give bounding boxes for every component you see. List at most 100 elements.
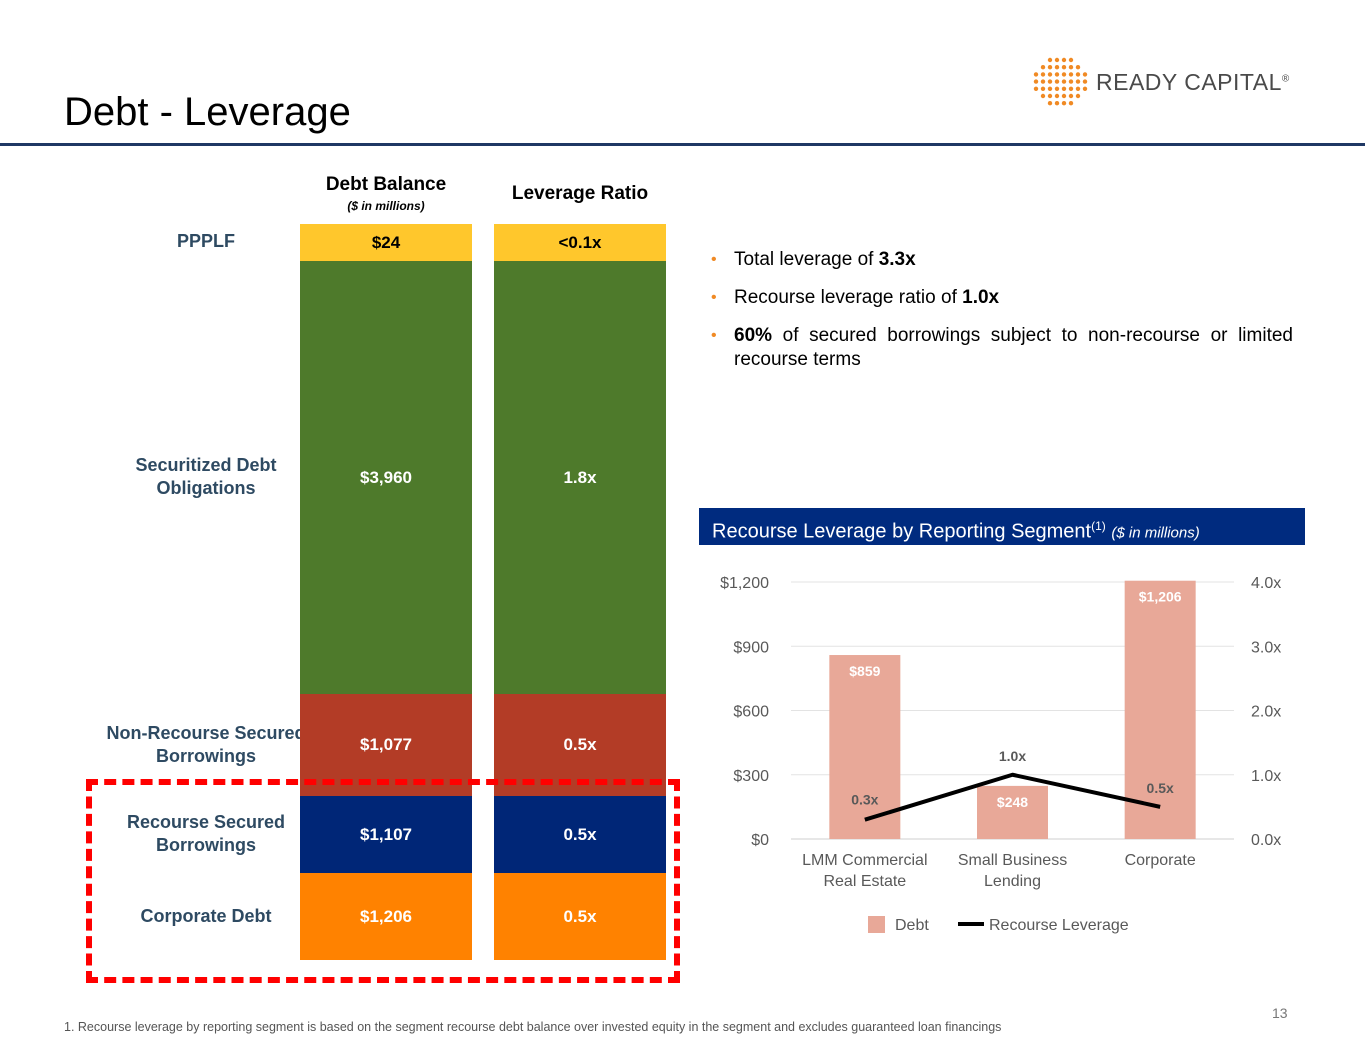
balance-value: $24: [371, 232, 401, 252]
ratio-value: <0.1x: [558, 232, 602, 252]
bullet-recourse-leverage: • Recourse leverage ratio of 1.0x: [711, 287, 1000, 308]
logo-dot: [1033, 72, 1039, 77]
debt-balance-title: Debt Balance: [325, 174, 447, 195]
x-tick-label: Small Business Lending: [958, 852, 1067, 890]
bullet-dot-icon: •: [711, 251, 717, 268]
legend-debt-swatch: [868, 916, 885, 933]
balance-value: $1,107: [360, 824, 412, 844]
y-right-tick-label: 3.0x: [1251, 639, 1281, 656]
recourse-highlight-box: [86, 779, 680, 983]
row-label-ppplf: PPPLF: [176, 231, 235, 251]
bullet-dot-icon: •: [711, 327, 717, 344]
ratio-segment-securitized: 1.8x: [494, 261, 666, 694]
balance-segment-ppplf: $24: [300, 224, 472, 261]
logo-dot: [1061, 101, 1067, 106]
row-label-securitized-debt: Securitized Debt Obligations: [135, 455, 277, 498]
bullet-dot-icon: •: [711, 289, 717, 306]
debt-bar: [829, 655, 901, 839]
recourse-leverage-line: [864, 772, 1161, 822]
logo-dot: [1068, 72, 1074, 77]
page-title: Debt - Leverage: [64, 90, 351, 134]
page-number: 13: [1272, 1005, 1288, 1021]
row-label-non-recourse: Non-Recourse Secured Borrowings: [106, 723, 306, 766]
legend-debt-label: Debt: [895, 917, 929, 934]
bullet-secured-borrowings: • 60% of secured borrowings subject to no…: [711, 325, 1293, 370]
logo-dot: [1033, 86, 1039, 91]
logo-dot: [1082, 72, 1088, 77]
ratio-segment-corporate: 0.5x: [494, 873, 666, 960]
ready-capital-logo: READY CAPITAL®: [1030, 55, 1320, 111]
ratio-segment-ppplf: <0.1x: [494, 224, 666, 261]
ratio-value: 0.5x: [563, 906, 597, 926]
logo-dot: [1040, 72, 1046, 77]
logo-dot: [1075, 72, 1081, 77]
logo-dot: [1047, 79, 1053, 84]
y-right-tick-label: 1.0x: [1251, 768, 1281, 785]
leverage-point-label: 0.5x: [1147, 780, 1174, 796]
logo-dot: [1054, 72, 1060, 77]
logo-dot: [1040, 86, 1046, 91]
balance-segment-corporate: $1,206: [300, 873, 472, 960]
y-left-tick-label: $1,200: [720, 575, 769, 592]
logo-dot: [1061, 86, 1067, 91]
y-left-tick-label: $600: [733, 704, 769, 721]
x-tick-label: LMM Commercial Real Estate: [802, 852, 927, 890]
logo-dot: [1040, 65, 1046, 70]
recourse-leverage-chart: $0 $300 $600 $900 $1,200 0.0x 1.0x 2.0x 3.0x 4.0x…: [720, 575, 1281, 934]
logo-dot: [1047, 86, 1053, 91]
logo-dot: [1075, 65, 1081, 70]
ratio-value: 0.5x: [563, 735, 597, 754]
logo-dot: [1054, 65, 1060, 70]
logo-dot: [1068, 57, 1074, 63]
x-tick-label: Corporate: [1125, 852, 1196, 869]
balance-value: $3,960: [360, 467, 412, 487]
ratio-value: 1.8x: [563, 467, 597, 487]
y-right-tick-label: 0.0x: [1251, 832, 1281, 849]
footnote: 1. Recourse leverage by reporting segmen…: [64, 1020, 1002, 1034]
logo-text: READY CAPITAL®: [1096, 69, 1290, 95]
logo-dot: [1054, 57, 1060, 63]
balance-segment-securitized: $3,960: [300, 261, 472, 694]
leverage-point-label: 1.0x: [999, 748, 1026, 764]
logo-dot: [1061, 65, 1067, 70]
debt-balance-subtitle: ($ in millions): [347, 199, 425, 213]
debt-bar: [977, 785, 1048, 839]
logo-dot: [1068, 86, 1074, 91]
chart-header: Recourse Leverage by Reporting Segment(1…: [699, 508, 1305, 545]
balance-value: $1,206: [360, 906, 412, 926]
balance-value: $1,077: [360, 735, 412, 754]
logo-dot: [1068, 65, 1074, 70]
debt-bar-label: $248: [997, 794, 1028, 810]
logo-dot: [1040, 79, 1046, 84]
logo-dot: [1047, 65, 1053, 70]
logo-dot: [1054, 93, 1060, 99]
logo-dot: [1082, 79, 1088, 84]
debt-bar-label: $1,206: [1139, 589, 1182, 605]
debt-balance-header: Debt Balance ($ in millions): [300, 174, 472, 213]
logo-dot: [1047, 101, 1053, 106]
debt-bar-label: $859: [849, 663, 880, 679]
logo-dot: [1075, 93, 1081, 99]
logo-dot: [1054, 86, 1060, 91]
logo-dot: [1068, 93, 1074, 99]
logo-dot: [1040, 93, 1046, 99]
bullet-total-leverage: • Total leverage of 3.3x: [711, 249, 916, 270]
title-divider: [0, 143, 1365, 146]
leverage-point-label: 0.3x: [851, 792, 878, 808]
logo-dot: [1033, 79, 1039, 84]
logo-dot: [1047, 57, 1053, 63]
y-left-tick-label: $0: [751, 832, 769, 849]
logo-dot: [1068, 101, 1074, 106]
legend-leverage-label: Recourse Leverage: [989, 917, 1129, 934]
ratio-value: 0.5x: [563, 824, 597, 844]
balance-segment-recourse: $1,107: [300, 796, 472, 873]
row-label-recourse-secured: Recourse Secured Borrowings: [126, 812, 286, 855]
logo-dot: [1061, 57, 1067, 63]
chart-subtitle: ($ in millions): [1111, 524, 1200, 542]
ratio-segment-recourse: 0.5x: [494, 796, 666, 873]
y-right-tick-label: 4.0x: [1251, 575, 1281, 592]
logo-dot: [1082, 86, 1088, 91]
y-right-tick-label: 2.0x: [1251, 704, 1281, 721]
logo-dot: [1061, 79, 1067, 84]
logo-dot: [1054, 79, 1060, 84]
